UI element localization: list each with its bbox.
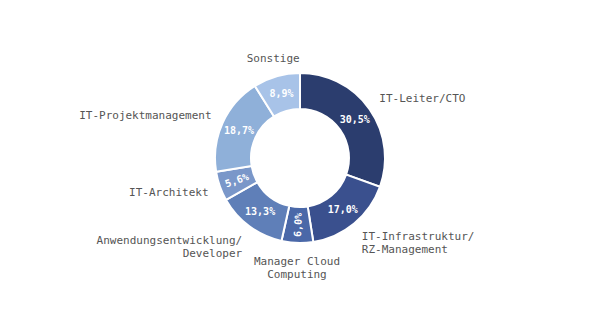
svg-text:30,5%: 30,5% — [340, 114, 370, 125]
svg-text:IT-Projektmanagement: IT-Projektmanagement — [79, 109, 211, 122]
svg-text:IT-Leiter/CTO: IT-Leiter/CTO — [379, 92, 465, 105]
svg-text:8,9%: 8,9% — [269, 88, 293, 99]
svg-text:13,3%: 13,3% — [245, 206, 275, 217]
svg-text:5,6%: 5,6% — [224, 171, 250, 189]
svg-text:IT-Infrastruktur/RZ-Management: IT-Infrastruktur/RZ-Management — [362, 230, 475, 256]
svg-text:IT-Architekt: IT-Architekt — [129, 186, 208, 199]
svg-text:6,0%: 6,0% — [292, 213, 304, 237]
svg-text:Sonstige: Sonstige — [247, 52, 300, 65]
svg-text:17,0%: 17,0% — [328, 204, 358, 215]
svg-text:Manager CloudComputing: Manager CloudComputing — [254, 255, 340, 281]
svg-text:18,7%: 18,7% — [224, 125, 254, 136]
svg-text:Anwendungsentwicklung/Develope: Anwendungsentwicklung/Developer — [97, 234, 243, 260]
